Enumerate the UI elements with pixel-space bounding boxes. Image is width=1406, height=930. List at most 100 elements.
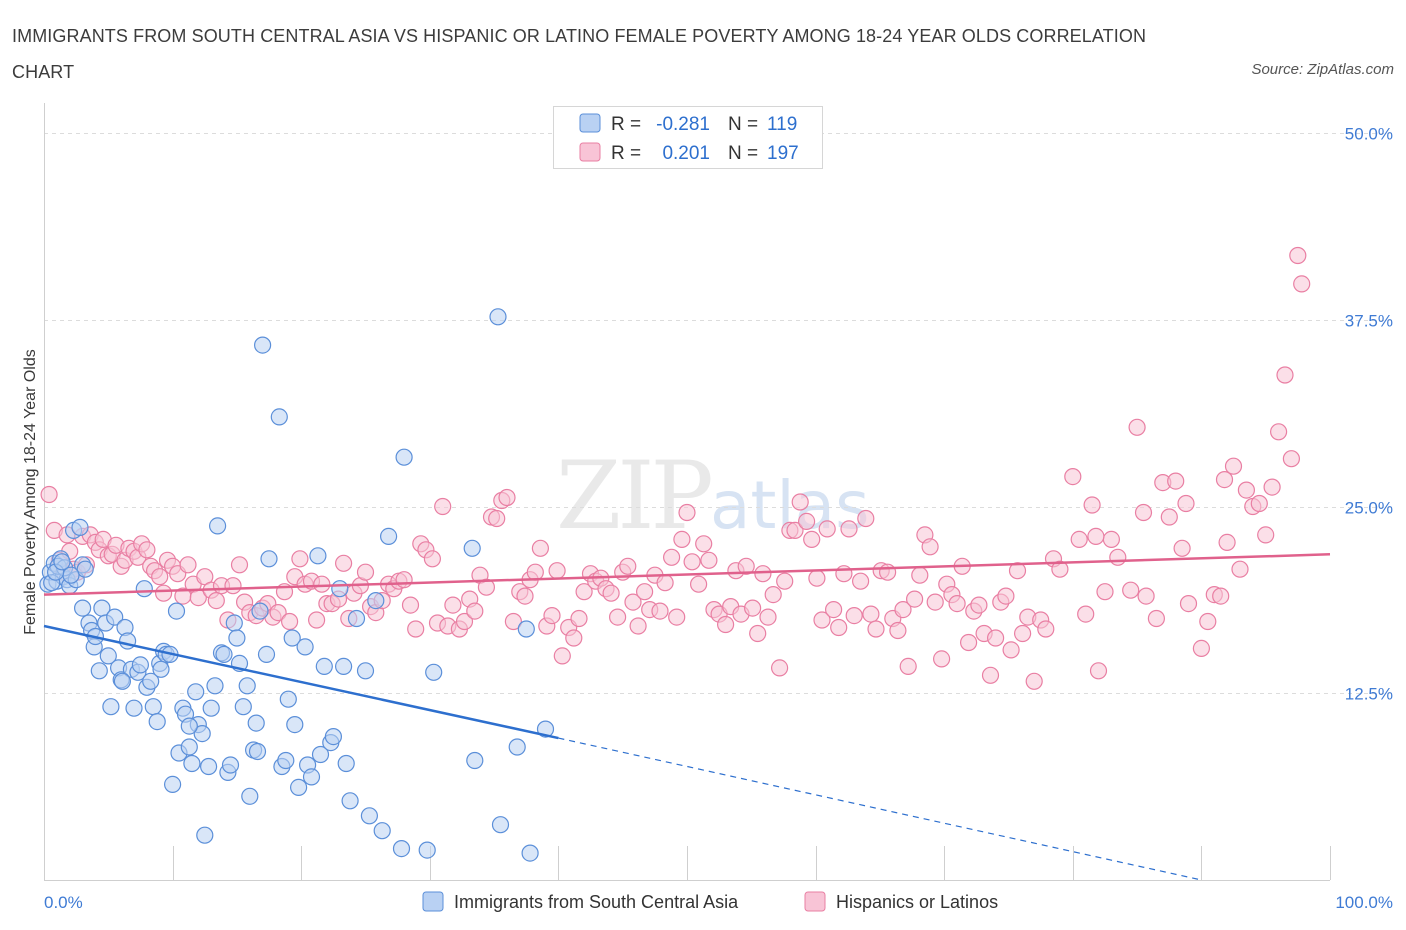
data-point [1147,609,1166,628]
watermark-zip: ZIP [556,442,710,551]
data-point [347,609,366,628]
data-point [813,611,831,629]
legend-swatch-south-central-asia [422,891,444,912]
data-point [835,565,853,583]
data-point [113,672,132,690]
data-point [1263,478,1281,496]
data-point [423,550,441,568]
data-point [356,662,375,680]
data-point [71,518,89,537]
legend-r-label: R = [611,143,641,164]
data-point [335,554,353,572]
data-point [270,408,288,426]
legend-r-label: R = [611,114,641,135]
data-point [260,550,278,568]
data-point [840,520,858,538]
legend-n-value: 119 [767,114,797,135]
data-point [155,584,173,602]
data-point [1051,560,1069,578]
data-point [786,521,804,540]
data-point [1224,457,1243,475]
data-point [193,724,211,743]
legend-r-value: -0.281 [656,114,710,135]
data-point [862,605,880,623]
data-point [164,775,182,794]
data-point [315,657,333,676]
legend-label-hispanics: Hispanics or Latinos [836,892,998,912]
data-point [373,822,391,840]
data-point [911,566,929,584]
data-point [921,538,939,556]
x-tick-label-min: 0.0% [44,893,83,912]
data-point [543,606,561,625]
data-point [142,672,160,690]
data-point [247,714,265,732]
data-point [1192,639,1211,658]
data-point [238,677,256,695]
y-tick-label: 37.5% [1345,312,1393,331]
data-point [498,488,516,507]
data-point [491,816,510,834]
data-point [830,618,848,637]
data-point [1173,539,1191,557]
data-point [651,602,669,620]
data-point [508,738,526,756]
x-ticks [44,846,1331,880]
data-point [466,751,484,770]
data-point [683,553,701,571]
data-point [700,551,718,569]
data-point [167,602,186,620]
data-point [99,647,117,665]
data-point [135,580,153,598]
data-point [324,727,342,746]
data-point [689,575,708,593]
data-point [277,751,295,770]
data-point [678,503,696,522]
data-point [1212,587,1230,605]
data-point [401,596,420,614]
data-point [291,550,309,568]
data-point [286,715,304,734]
data-point [1160,508,1178,526]
data-point [932,650,951,668]
data-point [234,698,252,716]
data-point [662,548,681,566]
data-point [635,583,654,601]
data-point [1137,587,1155,605]
y-tick-label: 25.0% [1345,499,1393,518]
data-point [90,662,108,680]
data-point [749,624,767,643]
data-point [228,629,246,647]
data-point [200,757,218,776]
data-point [1008,562,1027,580]
data-point [867,620,885,638]
data-point [1218,533,1236,552]
data-point [331,580,349,598]
data-point [776,572,794,590]
data-point [335,657,353,676]
data-point [206,677,224,695]
data-point [970,596,988,614]
data-point [1102,530,1121,549]
data-point [1096,583,1114,601]
data-point [148,712,166,731]
data-point [770,659,789,677]
legend-swatch-pink [579,142,601,162]
data-point [716,615,735,634]
trend-line-south-central-asia [43,624,559,740]
data-point [241,787,259,805]
data-point [624,593,642,611]
data-point [207,591,225,610]
data-point [1077,605,1095,623]
y-tick-labels: 12.5% 25.0% 37.5% 50.0% [1345,125,1393,704]
data-point [269,603,287,622]
data-point [1002,641,1020,659]
data-point [489,308,507,326]
data-point [629,617,647,635]
series-south-central-asia-points [39,308,555,862]
data-point [308,611,326,629]
data-point [1237,481,1256,499]
series-hispanics-points [40,246,1311,690]
data-point [53,553,71,571]
data-point [152,660,170,678]
